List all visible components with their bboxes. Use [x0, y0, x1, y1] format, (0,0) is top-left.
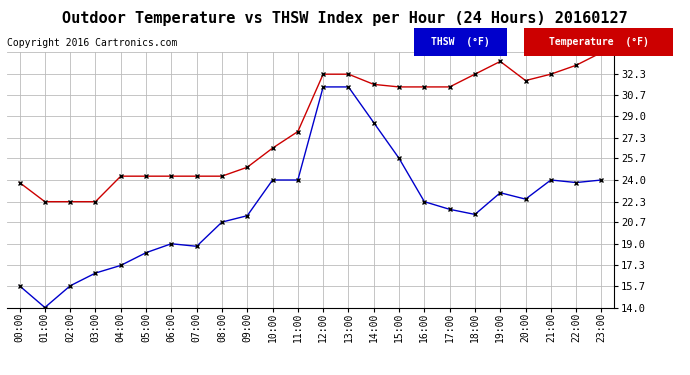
Text: THSW  (°F): THSW (°F)	[431, 37, 490, 47]
Text: Outdoor Temperature vs THSW Index per Hour (24 Hours) 20160127: Outdoor Temperature vs THSW Index per Ho…	[62, 11, 628, 26]
Text: Temperature  (°F): Temperature (°F)	[549, 37, 649, 47]
Text: Copyright 2016 Cartronics.com: Copyright 2016 Cartronics.com	[7, 38, 177, 48]
